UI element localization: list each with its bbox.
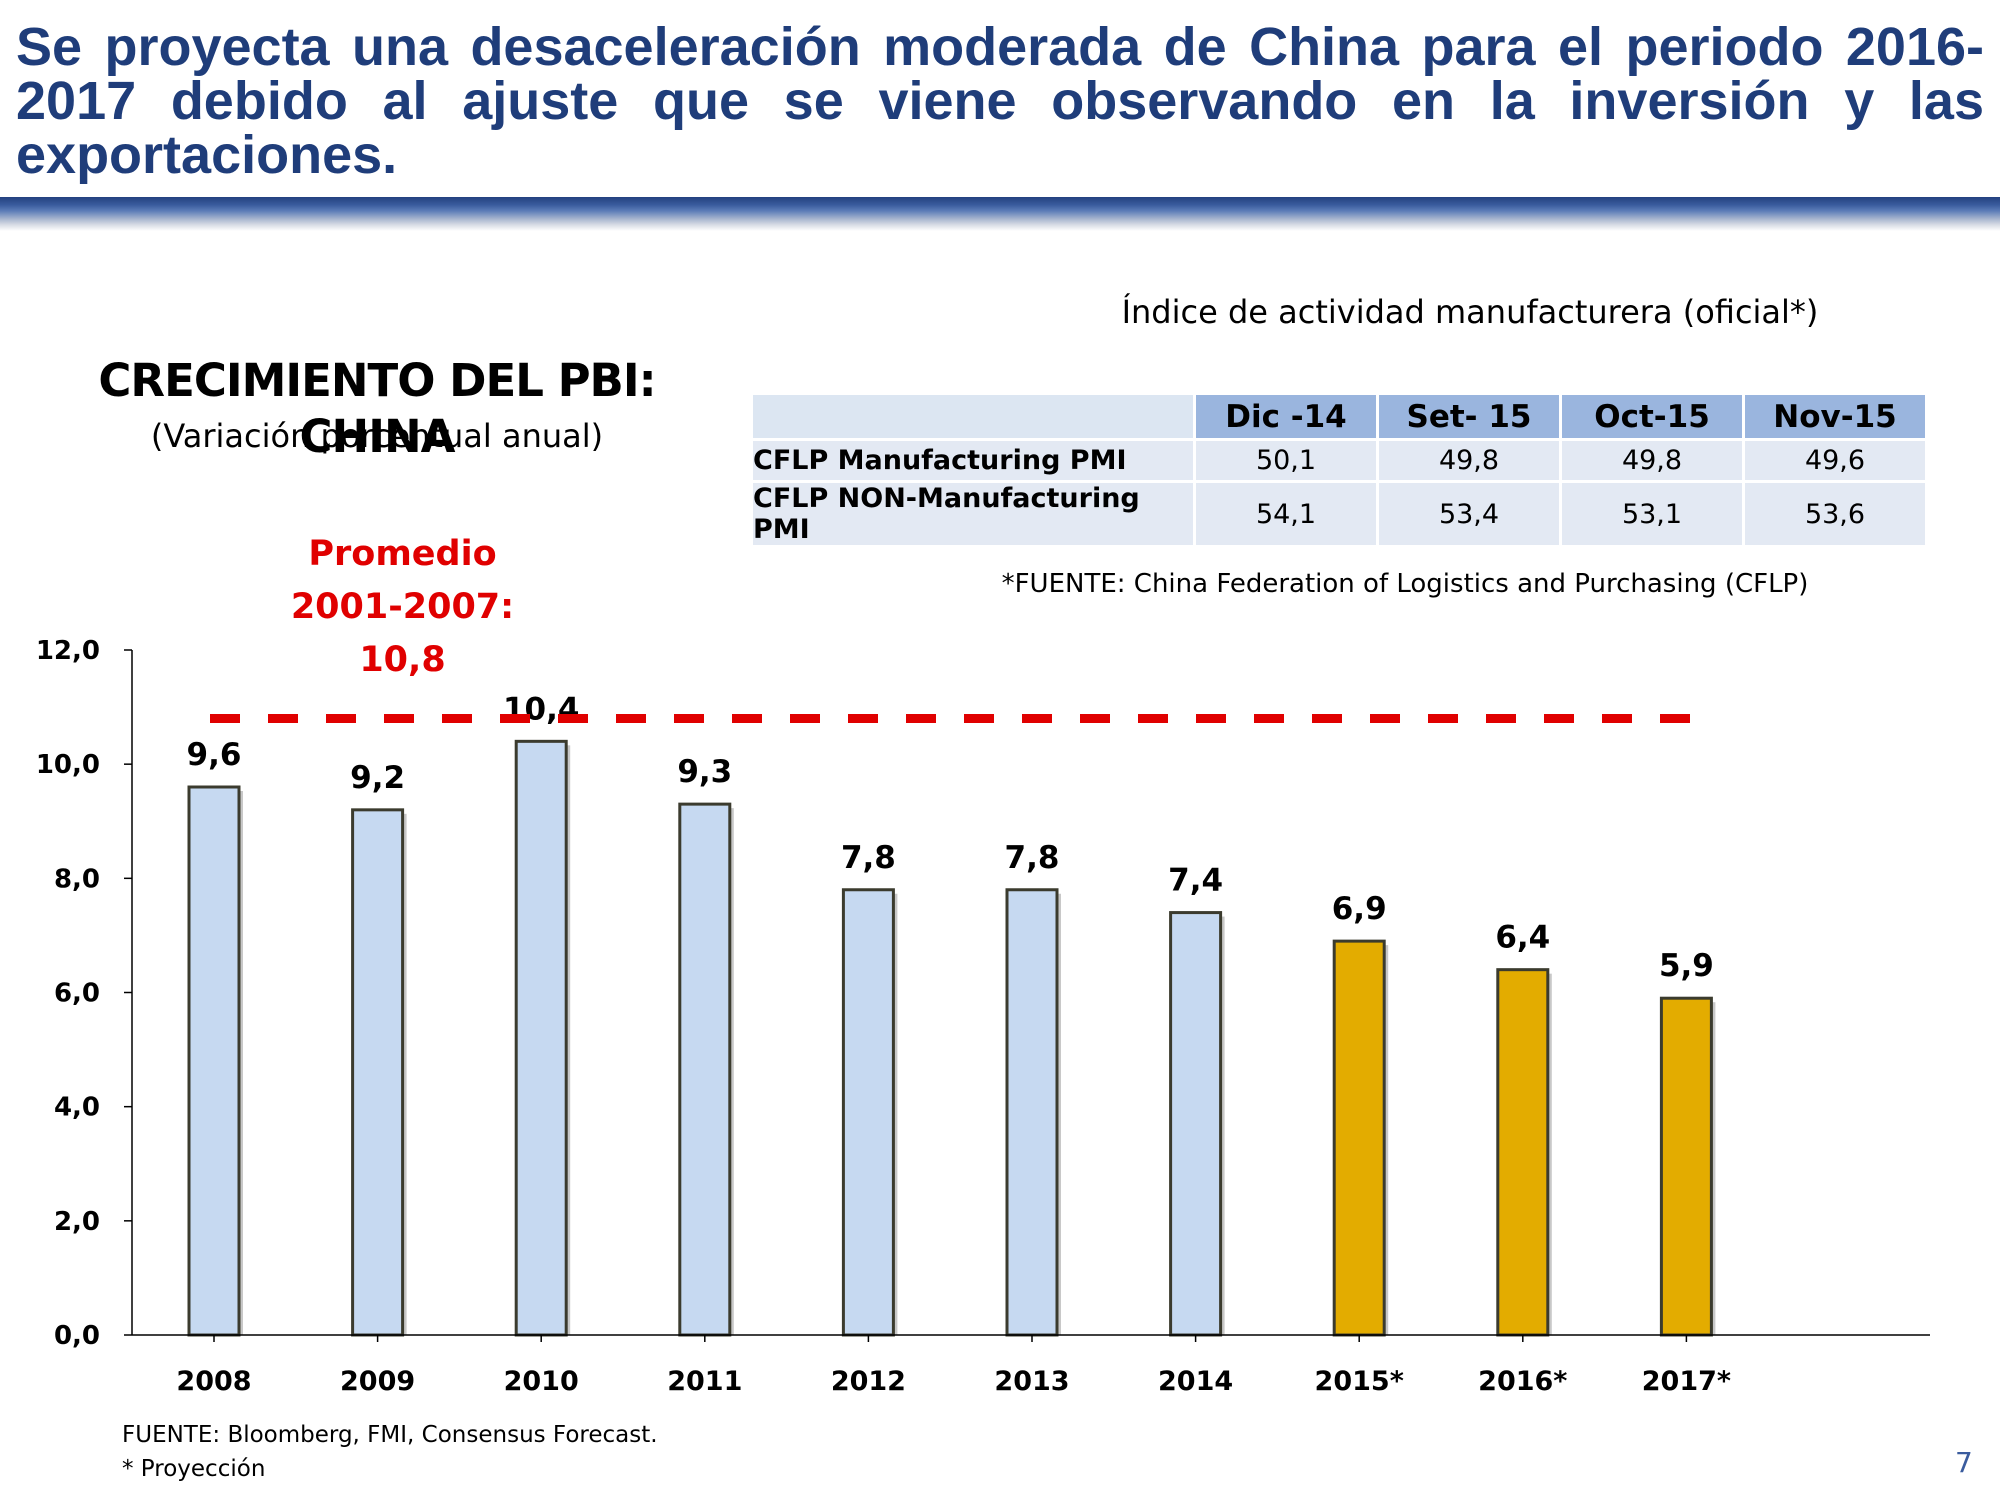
pmi-table-source: *FUENTE: China Federation of Logistics a… [1001, 569, 1809, 599]
bar [1659, 996, 1713, 1337]
chart-subtitle: (Variación porcentual anual) [150, 417, 604, 455]
chart-title: CRECIMIENTO DEL PBI: CHINA [98, 354, 656, 463]
bar [1169, 911, 1223, 1337]
y-tick-label: 10,0 [36, 750, 100, 780]
data-label: 9,2 [350, 760, 405, 796]
pmi-row-manufacturing: CFLP Manufacturing PMI 50,1 49,8 49,8 49… [753, 441, 1925, 480]
x-tick-label: 2017* [1642, 1366, 1731, 1397]
bar [678, 802, 732, 1337]
pmi-cell: 53,4 [1379, 483, 1559, 545]
x-tick-label: 2009 [340, 1366, 415, 1397]
y-tick-label: 6,0 [54, 979, 100, 1009]
pmi-row-non-manufacturing: CFLP NON-Manufacturing PMI 54,1 53,4 53,… [753, 483, 1925, 545]
pmi-cell: 49,8 [1379, 441, 1559, 480]
pmi-header-nov15: Nov-15 [1745, 395, 1925, 438]
pmi-row-label: CFLP NON-Manufacturing PMI [753, 483, 1193, 545]
bar [1332, 939, 1386, 1337]
x-tick-label: 2013 [994, 1366, 1069, 1397]
value-labels: 9,69,210,49,37,8 7,87,46,96,45,9 [187, 691, 1714, 984]
data-label: 9,3 [677, 754, 732, 790]
y-tick-label: 8,0 [54, 864, 100, 894]
x-tick-label: 2008 [176, 1366, 251, 1397]
pmi-row-label: CFLP Manufacturing PMI [753, 441, 1193, 480]
x-tick-label: 2014 [1158, 1366, 1233, 1397]
bar [841, 888, 895, 1337]
x-tick-label: 2016* [1478, 1366, 1567, 1397]
bar [514, 739, 568, 1337]
average-label-line2: 2001-2007: [290, 587, 515, 627]
data-label: 7,8 [1005, 840, 1060, 876]
bar [1496, 968, 1550, 1337]
x-tick-label: 2015* [1315, 1366, 1404, 1397]
average-label-line1: Promedio [308, 534, 497, 574]
pmi-table: Dic -14 Set- 15 Oct-15 Nov-15 CFLP Manuf… [750, 392, 1928, 548]
footer-source: FUENTE: Bloomberg, FMI, Consensus Foreca… [122, 1422, 658, 1448]
footer-note: * Proyección [122, 1456, 266, 1482]
y-tick-label: 12,0 [36, 636, 100, 666]
y-tick-label: 0,0 [54, 1321, 100, 1351]
pmi-table-title: Índice de actividad manufacturera (ofici… [1121, 293, 1819, 331]
pmi-cell: 54,1 [1196, 483, 1376, 545]
pmi-cell: 49,6 [1745, 441, 1925, 480]
data-label: 6,9 [1332, 891, 1387, 927]
data-label: 6,4 [1495, 920, 1550, 956]
y-tick-label: 2,0 [54, 1207, 100, 1237]
pmi-header-oct15: Oct-15 [1562, 395, 1742, 438]
bar [1005, 888, 1059, 1337]
x-tick-label: 2012 [831, 1366, 906, 1397]
slide-headline: Se proyecta una desaceleración moderada … [16, 17, 1984, 185]
pmi-header-corner [753, 395, 1193, 438]
data-label: 9,6 [187, 737, 242, 773]
pmi-cell: 53,1 [1562, 483, 1742, 545]
y-tick-label: 4,0 [54, 1093, 100, 1123]
page-number: 7 [1955, 1446, 1973, 1479]
x-tick-label: 2011 [667, 1366, 742, 1397]
y-axis: 0,0 2,0 4,0 6,0 8,0 10,0 12,0 [36, 636, 133, 1351]
average-label-value: 10,8 [359, 640, 446, 680]
pmi-cell: 50,1 [1196, 441, 1376, 480]
data-label: 5,9 [1659, 948, 1714, 984]
bar [187, 785, 241, 1337]
header-divider [0, 197, 2000, 231]
data-label: 7,8 [841, 840, 896, 876]
bars [187, 739, 1716, 1337]
pmi-header-set15: Set- 15 [1379, 395, 1559, 438]
pmi-cell: 49,8 [1562, 441, 1742, 480]
average-annotation: Promedio 2001-2007: 10,8 [250, 528, 555, 687]
pmi-header-dic14: Dic -14 [1196, 395, 1376, 438]
x-axis: 2008 2009 2010 2011 2012 2013 2014 2015* 2016* 20… [132, 1334, 1930, 1397]
pmi-cell: 53,6 [1745, 483, 1925, 545]
bar [351, 808, 405, 1337]
x-tick-label: 2010 [504, 1366, 579, 1397]
pmi-header-row: Dic -14 Set- 15 Oct-15 Nov-15 [753, 395, 1925, 438]
data-label: 7,4 [1168, 863, 1223, 899]
